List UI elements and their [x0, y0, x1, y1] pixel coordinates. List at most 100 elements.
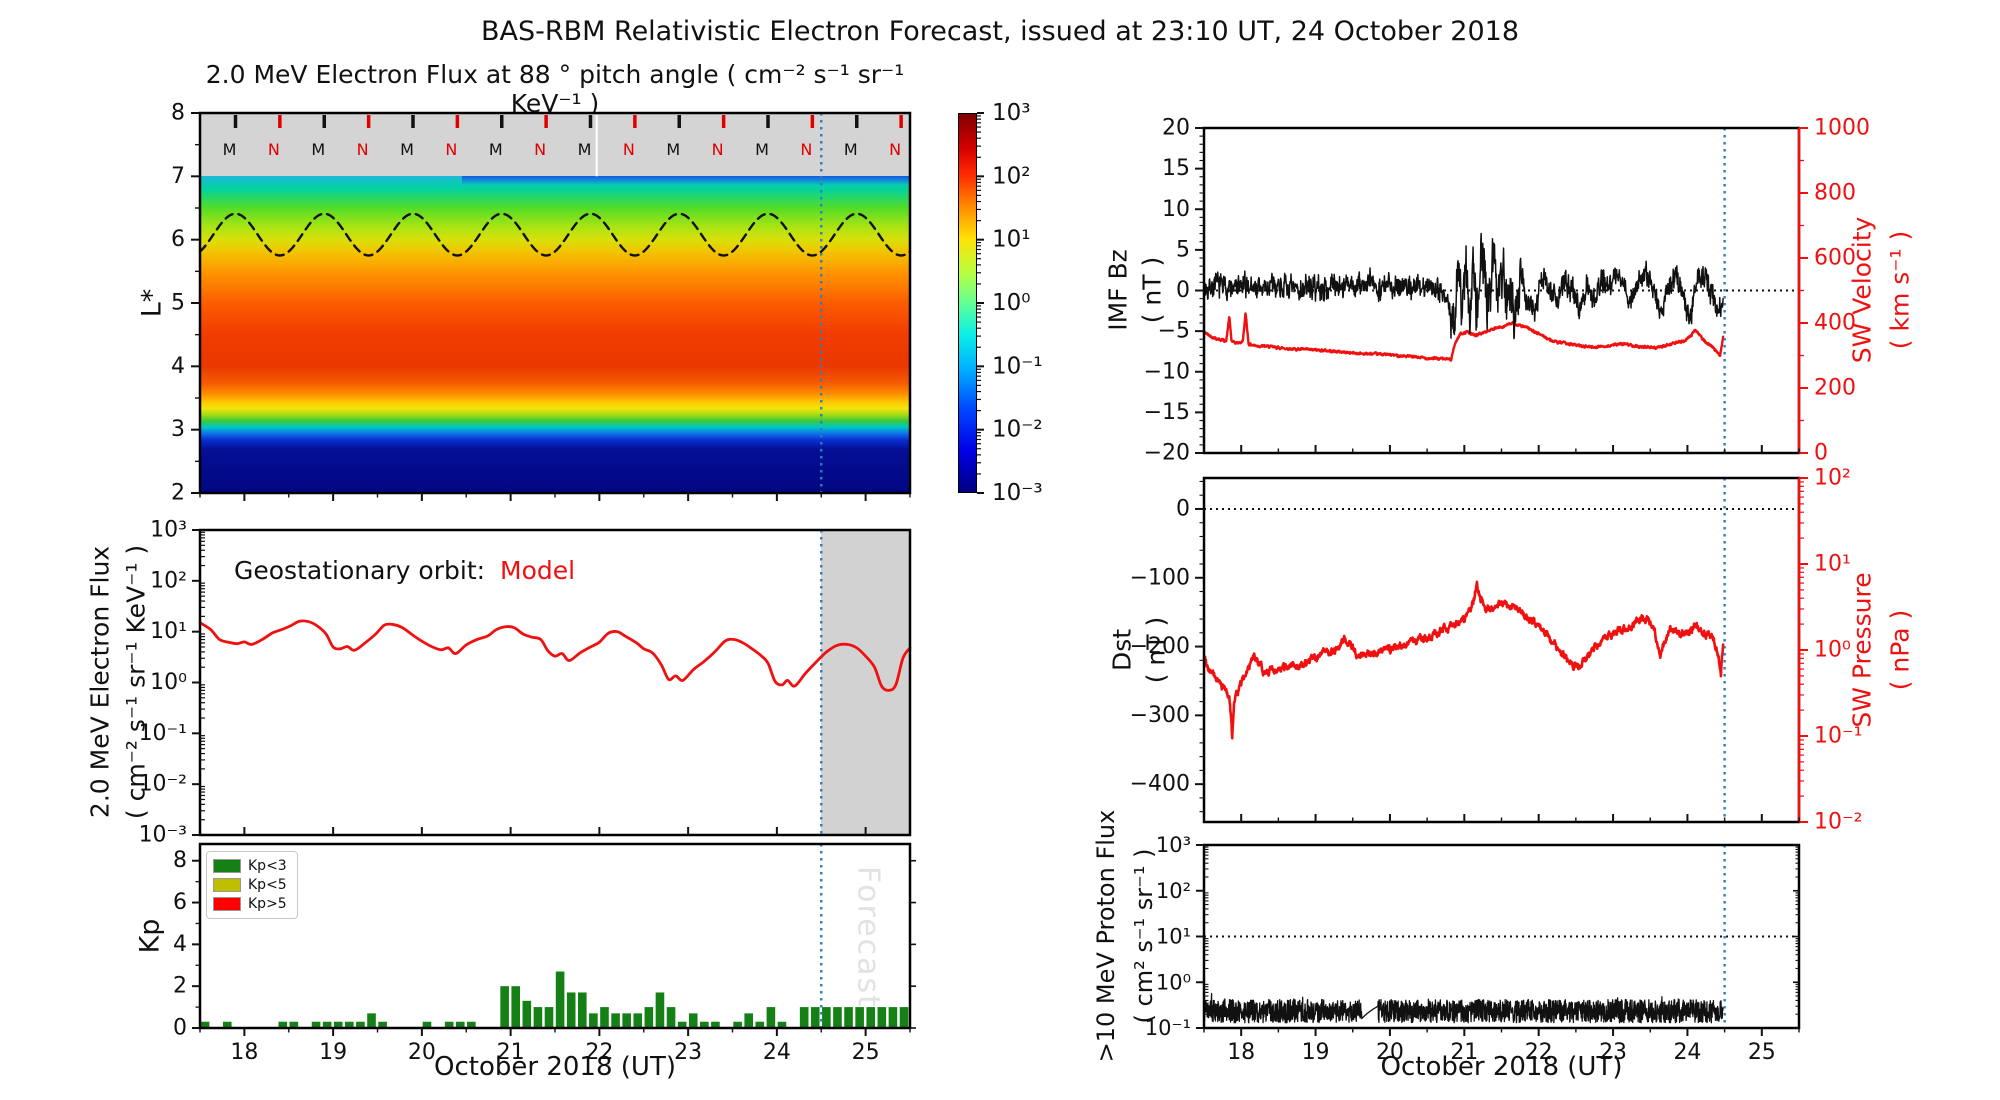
forecast-watermark-kp: Forecast: [850, 865, 886, 1009]
x-tick-label: 24: [1673, 1040, 1701, 1065]
x-tick-label: 18: [230, 1040, 258, 1065]
noon-midnight-label: N: [445, 140, 457, 159]
colorbar-tick-label: 10⁻³: [992, 480, 1043, 506]
kp-bar: [644, 1007, 654, 1028]
noon-midnight-label: M: [666, 140, 680, 159]
kp-bar: [655, 992, 665, 1028]
noon-midnight-label: M: [223, 140, 237, 159]
lstar-tick-label: 6: [171, 227, 185, 252]
geostationary-orbit-note: Geostationary orbit:: [234, 556, 486, 585]
kp-bar: [622, 1013, 631, 1028]
velocity-tick-label: 0: [1814, 441, 1828, 466]
forecast-shaded-region: [821, 531, 909, 834]
kp-bar: [755, 1021, 765, 1028]
noon-midnight-label: N: [534, 140, 546, 159]
kp-bar: [345, 1021, 354, 1028]
proton-tick-label: 10⁰: [1156, 970, 1191, 994]
noon-midnight-label: M: [844, 140, 858, 159]
x-tick-label: 20: [1376, 1040, 1404, 1065]
kp-bar: [844, 1007, 853, 1028]
kp-bar: [333, 1021, 343, 1028]
kp-bar: [866, 1007, 876, 1028]
colorbar-tick-label: 10⁻¹: [992, 353, 1043, 379]
flux-tick-label: 10⁻³: [139, 823, 187, 848]
xlabel-right: October 2018 (UT): [1380, 1052, 1623, 1082]
spectrogram-outer-zone-band: [201, 114, 909, 177]
flux-tick-label: 10⁻²: [139, 772, 187, 797]
legend-item-kp-lt5: Kp<5: [213, 875, 291, 894]
bz-tick-label: 0: [1176, 278, 1190, 303]
kp-bar: [833, 1007, 842, 1028]
colorbar-tick-label: 10¹: [992, 227, 1031, 253]
pressure-tick-label: 10¹: [1814, 552, 1851, 577]
legend-label: Kp<5: [248, 876, 287, 893]
kp-bar: [899, 1007, 909, 1028]
legend-label: Kp<3: [248, 857, 287, 874]
colorbar-tick-label: 10⁰: [992, 290, 1031, 316]
proton-tick-label: 10²: [1156, 879, 1191, 903]
model-flux-line: [198, 619, 912, 692]
kp-bar: [511, 986, 521, 1028]
x-tick-label: 18: [1227, 1040, 1255, 1065]
velocity-tick-label: 400: [1814, 311, 1856, 336]
velocity-tick-label: 800: [1814, 181, 1856, 206]
x-tick-label: 22: [585, 1040, 613, 1065]
legend-item-kp-gt5: Kp>5: [213, 894, 291, 913]
proton-flux-line: [1203, 992, 1724, 1024]
kp-bar: [289, 1021, 299, 1028]
kp-bar: [444, 1021, 454, 1028]
kp-bar: [422, 1021, 432, 1028]
kp-bar: [378, 1021, 387, 1028]
lstar-tick-label: 4: [171, 354, 185, 379]
kp-bar: [633, 1013, 643, 1028]
spectrogram-flux-heatmap: [201, 176, 909, 492]
noon-midnight-label: M: [311, 140, 325, 159]
x-tick-label: 19: [319, 1040, 347, 1065]
lstar-tick-label: 8: [171, 101, 185, 126]
noon-midnight-label: N: [357, 140, 369, 159]
kp-bar: [744, 1013, 753, 1028]
model-series-label: Model: [500, 556, 576, 585]
kp-bar: [222, 1021, 232, 1028]
panel-spectrogram: M N M N M N M N M N M N M N M N 2 3 4 5 6 7 8: [171, 101, 912, 506]
bz-tick-label: −10: [1144, 359, 1190, 384]
kp-bar: [278, 1021, 288, 1028]
velocity-tick-label: 200: [1814, 376, 1856, 401]
kp-bar: [799, 1007, 809, 1028]
kp-bar: [522, 1000, 532, 1028]
noon-midnight-label: N: [800, 140, 812, 159]
kp-bar: [356, 1021, 365, 1028]
kp-bar: [888, 1007, 898, 1028]
flux-tick-label: 10⁰: [150, 670, 187, 695]
legend-swatch-yellow: [213, 877, 241, 892]
pressure-tick-label: 10⁰: [1814, 638, 1851, 663]
proton-tick-label: 10⁻¹: [1145, 1016, 1191, 1040]
kp-bar: [566, 992, 576, 1028]
flux-tick-label: 10³: [150, 518, 187, 543]
kp-tick-label: 6: [173, 890, 187, 915]
lstar-tick-label: 7: [171, 164, 185, 189]
bz-tick-label: −5: [1158, 319, 1190, 344]
kp-bar: [555, 971, 565, 1028]
lstar-tick-label: 5: [171, 291, 185, 316]
kp-bar: [877, 1007, 887, 1028]
kp-bar: [533, 1007, 543, 1028]
velocity-tick-label: 600: [1814, 246, 1856, 271]
kp-bar: [367, 1013, 376, 1028]
legend-swatch-green: [213, 858, 241, 873]
velocity-tick-label: 1000: [1814, 116, 1870, 141]
kp-bar: [677, 1021, 687, 1028]
kp-tick-label: 4: [173, 932, 187, 957]
lstar-tick-label: 2: [171, 481, 185, 506]
noon-midnight-label: N: [623, 140, 635, 159]
x-tick-label: 25: [852, 1040, 880, 1065]
sw-pressure-line: [1202, 580, 1725, 740]
bz-tick-label: −20: [1144, 441, 1190, 466]
x-tick-label: 20: [408, 1040, 436, 1065]
noon-midnight-label: M: [578, 140, 592, 159]
bz-tick-label: 15: [1162, 156, 1190, 181]
lstar-tick-label: 3: [171, 417, 185, 442]
sw-velocity-line: [1202, 312, 1725, 362]
